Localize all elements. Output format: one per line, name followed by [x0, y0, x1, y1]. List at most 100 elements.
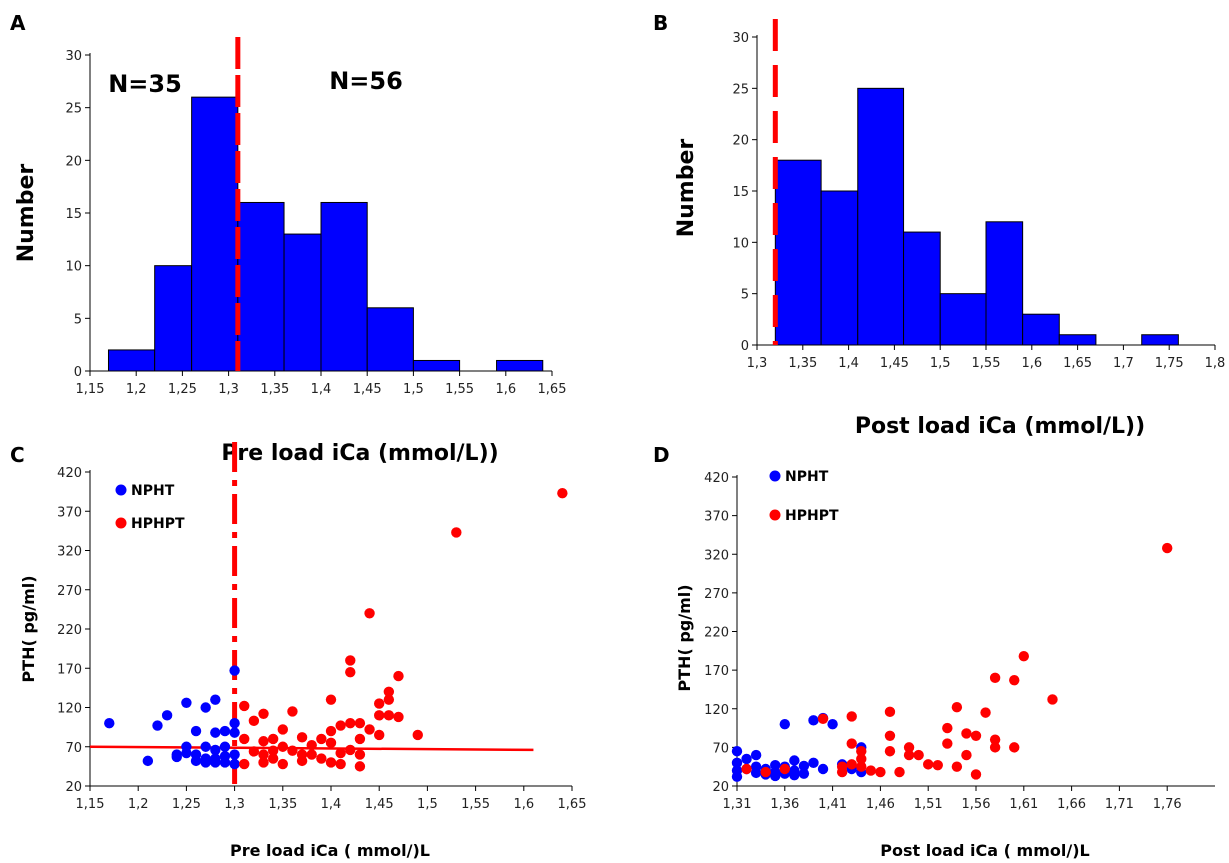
panel-b-x-tick-label: 1,55	[972, 356, 1001, 371]
panel-a-y-tick-label: 10	[65, 260, 82, 275]
panel-a-x-tick-label: 1,4	[311, 382, 332, 397]
panel-d-point-hphpt	[951, 761, 963, 772]
panel-d-y-tick-label: 270	[704, 587, 729, 602]
panel-d-y-tick-label: 220	[704, 626, 729, 641]
panel-c-x-tick-label: 1,4	[321, 797, 342, 812]
panel-c-point-npht	[210, 744, 221, 756]
panel-a-n-label: N=35	[108, 70, 182, 98]
panel-c-point-npht	[181, 741, 192, 752]
panel-d-y-tick-label: 120	[704, 703, 729, 718]
panel-d-point-npht	[731, 757, 743, 769]
panel-d-point-hphpt	[865, 765, 877, 776]
panel-a-x-axis-title: Pre load iCa (mmol/L))	[221, 441, 498, 466]
panel-c-point-hphpt	[364, 724, 375, 735]
panel-d-point-hphpt	[961, 749, 972, 761]
panel-c-point-hphpt	[557, 487, 568, 499]
panel-c-point-hphpt	[345, 666, 356, 678]
panel-d-point-hphpt	[875, 766, 886, 778]
panel-a-bar	[496, 359, 544, 372]
panel-c-x-axis-title: Pre load iCa ( mmol/)L	[230, 841, 430, 860]
panel-d-point-hphpt	[1009, 674, 1020, 686]
panel-d-x-tick-label: 1,61	[1009, 797, 1038, 812]
panel-d-x-tick-label: 1,46	[866, 797, 895, 812]
panel-d-point-hphpt	[951, 702, 963, 713]
panel-c-point-hphpt	[412, 729, 423, 741]
panel-c-y-tick-label: 70	[65, 741, 82, 756]
panel-d-point-npht	[798, 768, 810, 779]
panel-b-y-tick-label: 10	[732, 236, 749, 251]
panel-c-y-tick-label: 270	[57, 584, 82, 599]
panel-a-x-tick-label: 1,3	[218, 382, 239, 397]
panel-d-point-hphpt	[884, 746, 896, 757]
panel-d-point-hphpt	[741, 763, 752, 775]
panel-a-bar	[154, 265, 193, 372]
panel-c-legend-marker-npht	[115, 484, 127, 496]
panel-a-y-tick-label: 5	[74, 312, 82, 327]
panel-c-x-tick-label: 1,6	[513, 797, 534, 812]
panel-b-bar	[820, 190, 859, 346]
panel-c-point-hphpt	[354, 761, 366, 772]
panel-d-legend-marker-hphpt	[769, 509, 781, 521]
panel-a-y-tick-label: 15	[65, 207, 82, 222]
panel-b-x-tick-label: 1,35	[788, 356, 817, 371]
panel-c-point-hphpt	[325, 725, 337, 737]
panel-d-point-npht	[731, 771, 743, 782]
panel-a-bar	[107, 349, 156, 372]
panel-d-point-hphpt	[760, 766, 771, 778]
panel-d-point-npht	[817, 763, 829, 775]
panel-c-point-hphpt	[393, 711, 404, 723]
panel-d-y-tick-label: 70	[712, 741, 729, 756]
panel-c-point-npht	[181, 697, 192, 708]
panel-c-point-hphpt	[258, 708, 269, 719]
panel-c-point-hphpt	[267, 753, 279, 764]
panel-c-x-tick-label: 1,25	[172, 797, 201, 812]
panel-d-point-npht	[770, 770, 781, 782]
panel-a-letter: A	[10, 11, 26, 35]
panel-c-point-hphpt	[364, 608, 375, 619]
panel-d-point-npht	[741, 753, 752, 765]
panel-c-point-hphpt	[383, 686, 395, 697]
panel-d-point-npht	[789, 755, 800, 766]
panel-b-x-tick-label: 1,75	[1155, 356, 1184, 371]
panel-c-point-hphpt	[306, 749, 317, 760]
panel-c-point-hphpt	[258, 749, 269, 760]
panel-c-point-npht	[219, 757, 231, 768]
panel-c-point-hphpt	[345, 744, 356, 756]
panel-a-x-tick-label: 1,65	[538, 382, 567, 397]
panel-b-y-tick-label: 15	[732, 185, 749, 200]
panel-b-letter: B	[653, 11, 668, 35]
panel-a-x-tick-label: 1,35	[260, 382, 289, 397]
panel-c-point-npht	[200, 702, 211, 713]
panel-d-x-tick-label: 1,71	[1105, 797, 1134, 812]
panel-d-point-hphpt	[894, 766, 905, 778]
panel-c-point-hphpt	[287, 706, 298, 717]
panel-c-point-hphpt	[335, 720, 346, 731]
panel-d-point-hphpt	[1162, 542, 1173, 554]
panel-d-point-hphpt	[1018, 651, 1029, 662]
panel-c-point-hphpt	[239, 733, 250, 745]
panel-d-y-tick-label: 370	[704, 510, 729, 525]
panel-c-point-npht	[229, 718, 240, 729]
panel-a-y-tick-label: 30	[65, 49, 82, 64]
panel-c-letter: C	[10, 443, 25, 467]
panel-d-point-hphpt	[836, 766, 848, 778]
panel-c-point-hphpt	[374, 729, 385, 741]
panel-a-x-tick-label: 1,55	[445, 382, 474, 397]
panel-d-point-hphpt	[932, 759, 943, 771]
panel-d-point-hphpt	[817, 713, 829, 724]
panel-d-point-hphpt	[970, 730, 982, 741]
panel-b-bar	[1058, 334, 1097, 346]
panel-c-point-hphpt	[239, 758, 250, 770]
panel-c-x-tick-label: 1,35	[268, 797, 297, 812]
panel-a-y-axis-title: Number	[14, 164, 39, 263]
panel-c-point-hphpt	[277, 758, 288, 770]
panel-b-x-tick-label: 1,3	[747, 356, 768, 371]
panel-a-x-tick-label: 1,15	[76, 382, 105, 397]
panel-d-y-tick-label: 420	[704, 471, 729, 486]
panel-a-bar	[191, 96, 239, 372]
panel-d-legend-label-hphpt: HPHPT	[785, 508, 839, 524]
panel-d-point-hphpt	[1009, 742, 1020, 753]
panel-d-y-tick-label: 320	[704, 548, 729, 563]
panel-c-point-hphpt	[335, 747, 346, 759]
